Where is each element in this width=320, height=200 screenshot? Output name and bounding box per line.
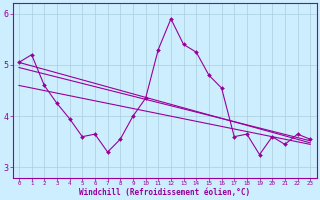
X-axis label: Windchill (Refroidissement éolien,°C): Windchill (Refroidissement éolien,°C) [79,188,250,197]
